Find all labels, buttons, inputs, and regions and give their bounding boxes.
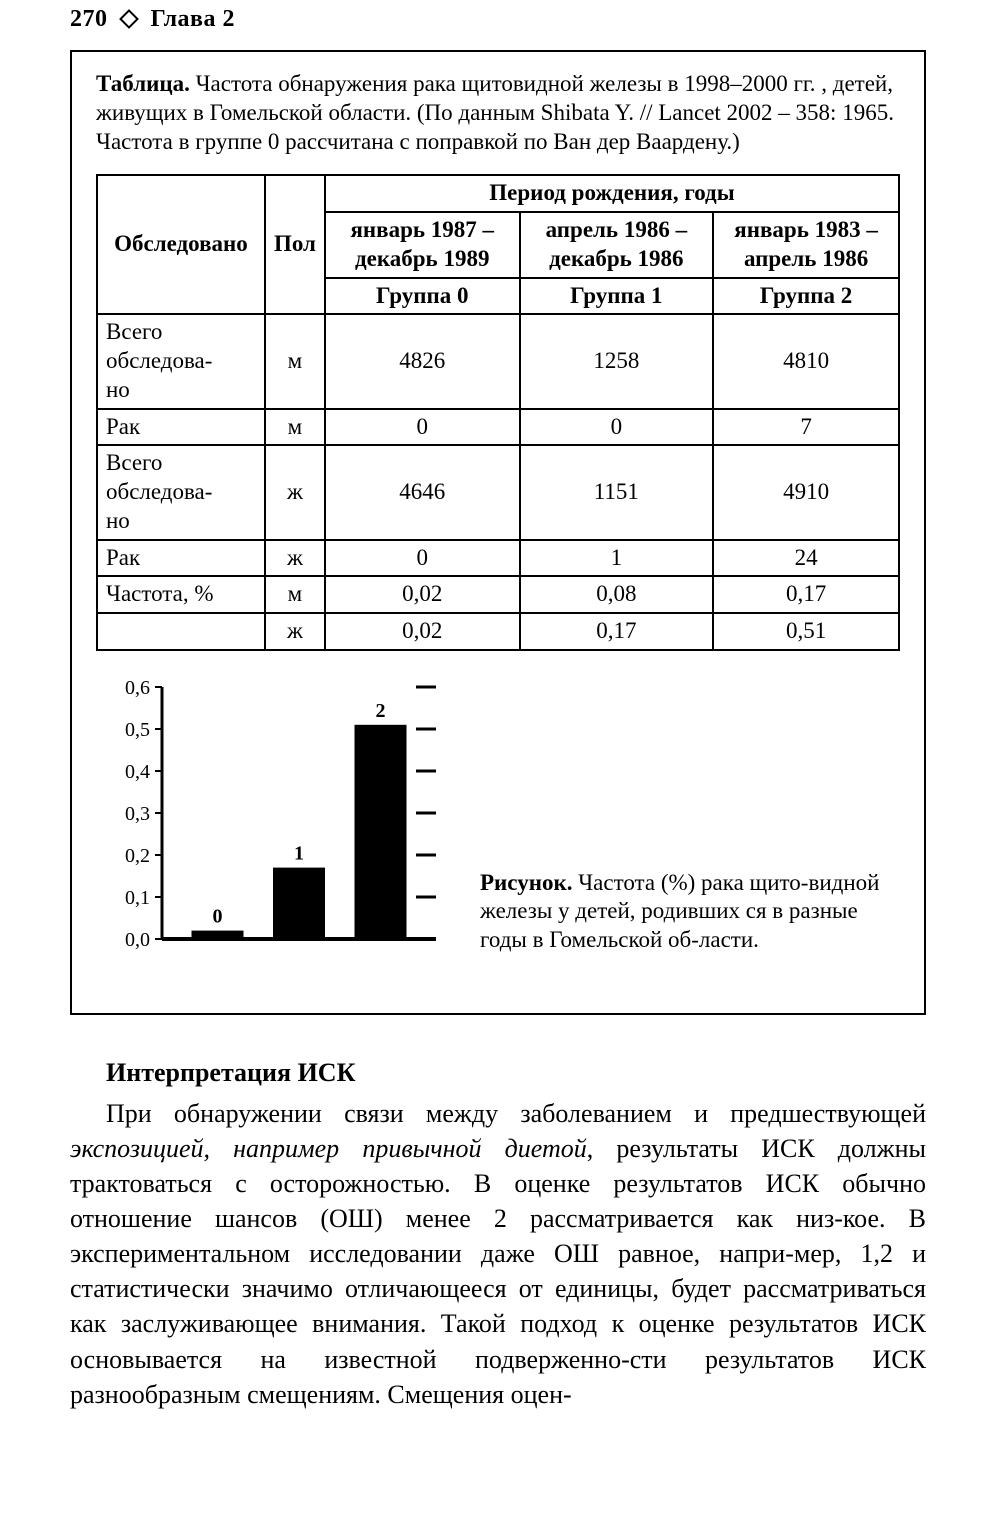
body-text: Интерпретация ИСК При обнаружении связи … (70, 1055, 926, 1412)
row-label: Всего обследова- но (97, 314, 265, 408)
body-heading: Интерпретация ИСК (70, 1055, 926, 1090)
row-sex: ж (265, 445, 325, 539)
period-0-group: Группа 0 (325, 278, 520, 315)
cell-value: 0,51 (713, 613, 899, 650)
col-sex: Пол (265, 175, 325, 314)
cell-value: 0 (520, 409, 714, 446)
running-header: 270 Глава 2 (70, 0, 926, 44)
cell-value: 0,02 (325, 576, 520, 613)
table-caption-lead: Таблица. (96, 71, 190, 96)
cell-value: 1 (520, 540, 714, 577)
table-row: Частота, %м0,020,080,17 (97, 576, 899, 613)
cell-value: 24 (713, 540, 899, 577)
row-sex: ж (265, 613, 325, 650)
y-tick-label: 0,5 (125, 719, 150, 741)
period-2-group: Группа 2 (713, 278, 899, 315)
bar-chart: 0,0 0,1 0,2 0,3 0,4 0,5 0,6 0 1 2 (96, 675, 456, 983)
data-table: Обследовано Пол Период рождения, годы ян… (96, 174, 900, 651)
table-caption-text: Частота обнаружения рака щитовидной желе… (96, 71, 894, 154)
table-row: Ракм007 (97, 409, 899, 446)
row-label (97, 613, 265, 650)
bar-label: 1 (294, 842, 304, 864)
bar (355, 725, 407, 939)
cell-value: 0 (325, 540, 520, 577)
cell-value: 1151 (520, 445, 714, 539)
body-text-run: При обнаружении связи между заболеванием… (106, 1099, 926, 1128)
row-label: Рак (97, 409, 265, 446)
table-caption: Таблица. Частота обнаружения рака щитови… (96, 70, 900, 156)
cell-value: 0 (325, 409, 520, 446)
y-tick-label: 0,2 (125, 845, 150, 867)
diamond-icon (119, 10, 139, 30)
y-tick-label: 0,6 (125, 677, 150, 699)
cell-value: 0,17 (520, 613, 714, 650)
table-row: ж0,020,170,51 (97, 613, 899, 650)
figure-row: 0,0 0,1 0,2 0,3 0,4 0,5 0,6 0 1 2 Рисунок. Частот… (96, 675, 900, 983)
col-examined: Обследовано (97, 175, 265, 314)
cell-value: 1258 (520, 314, 714, 408)
period-2-range: январь 1983 – апрель 1986 (713, 212, 899, 278)
bar-label: 0 (213, 905, 223, 927)
table-row: Всего обследова- ном482612584810 (97, 314, 899, 408)
body-paragraph: При обнаружении связи между заболеванием… (70, 1096, 926, 1412)
row-sex: м (265, 409, 325, 446)
row-label: Рак (97, 540, 265, 577)
col-period-span: Период рождения, годы (325, 175, 899, 212)
cell-value: 0,02 (325, 613, 520, 650)
page: 270 Глава 2 Таблица. Частота обнаружения… (0, 0, 996, 1517)
boxed-figure-table: Таблица. Частота обнаружения рака щитови… (70, 50, 926, 1015)
period-0-range: январь 1987 – декабрь 1989 (325, 212, 520, 278)
bar-label: 2 (376, 700, 386, 722)
cell-value: 7 (713, 409, 899, 446)
bar (192, 930, 244, 938)
row-label: Частота, % (97, 576, 265, 613)
figure-caption: Рисунок. Частота (%) рака щито-видной же… (480, 869, 900, 983)
cell-value: 0,08 (520, 576, 714, 613)
cell-value: 4910 (713, 445, 899, 539)
body-text-run: , результаты ИСК должны трактоваться с о… (70, 1134, 926, 1409)
table-row: Ракж0124 (97, 540, 899, 577)
row-label: Всего обследова- но (97, 445, 265, 539)
y-tick-label: 0,3 (125, 803, 150, 825)
row-sex: м (265, 314, 325, 408)
chapter-label: Глава 2 (151, 6, 236, 32)
body-text-run: экспозицией, например привычной диетой (70, 1134, 587, 1163)
table-row: Всего обследова- нож464611514910 (97, 445, 899, 539)
period-1-group: Группа 1 (520, 278, 714, 315)
cell-value: 0,17 (713, 576, 899, 613)
row-sex: ж (265, 540, 325, 577)
cell-value: 4646 (325, 445, 520, 539)
page-number: 270 (70, 6, 108, 32)
y-tick-label: 0,0 (125, 929, 150, 951)
y-tick-label: 0,1 (125, 887, 150, 909)
cell-value: 4810 (713, 314, 899, 408)
y-tick-label: 0,4 (125, 761, 150, 783)
bar-chart-svg: 0,0 0,1 0,2 0,3 0,4 0,5 0,6 0 1 2 (96, 675, 456, 975)
cell-value: 4826 (325, 314, 520, 408)
period-1-range: апрель 1986 – декабрь 1986 (520, 212, 714, 278)
table-body: Всего обследова- ном482612584810Ракм007В… (97, 314, 899, 650)
row-sex: м (265, 576, 325, 613)
bar (273, 867, 325, 938)
figure-caption-lead: Рисунок. (480, 870, 572, 895)
